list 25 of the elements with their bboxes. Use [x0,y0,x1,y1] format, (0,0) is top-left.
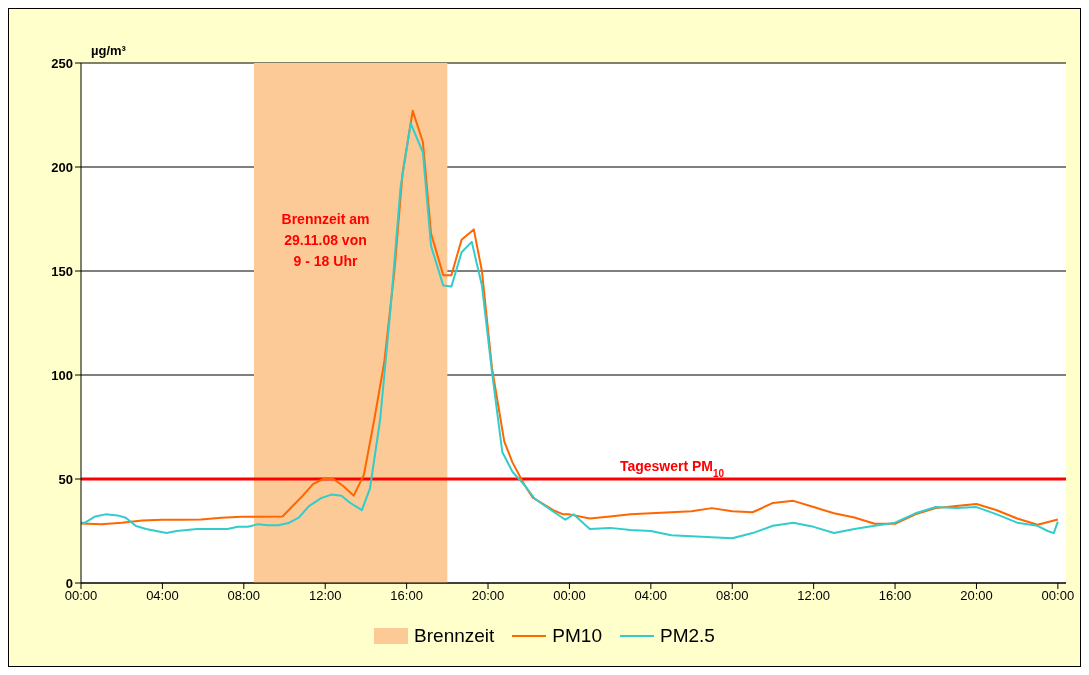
x-tick-label: 12:00 [797,588,830,604]
x-tick-label: 08:00 [715,588,749,604]
legend-label: PM2.5 [660,625,715,647]
y-tick-label: 150 [51,263,73,279]
x-tick-label: 20:00 [471,588,505,604]
x-tick-label: 00:00 [1041,588,1075,604]
legend-label: PM10 [552,625,602,647]
ref-line-label: Tageswert PM$_{10}$ [619,458,725,479]
legend-label: Brennzeit [414,625,495,647]
y-tick-label: 100 [51,367,73,383]
y-tick-label: 250 [51,55,73,71]
x-tick-label: 00:00 [553,588,586,604]
x-tick-label: 12:00 [308,588,342,604]
annotation: Brennzeit am 29.11.08 von 9 - 18 Uhr [280,209,371,271]
x-tick-label: 16:00 [878,588,912,604]
x-tick-label: 16:00 [390,588,423,604]
x-tick-label: 04:00 [634,588,668,604]
y-tick-label: 0 [65,575,73,591]
x-tick-label: 20:00 [960,588,993,604]
x-tick-label: 04:00 [146,588,179,604]
x-tick-label: 08:00 [227,588,261,604]
x-tick-label: 00:00 [64,588,98,604]
y-tick-label: 50 [58,471,73,487]
y-tick-label: 200 [51,159,73,175]
y-axis-title: µg/m³ [91,43,126,58]
